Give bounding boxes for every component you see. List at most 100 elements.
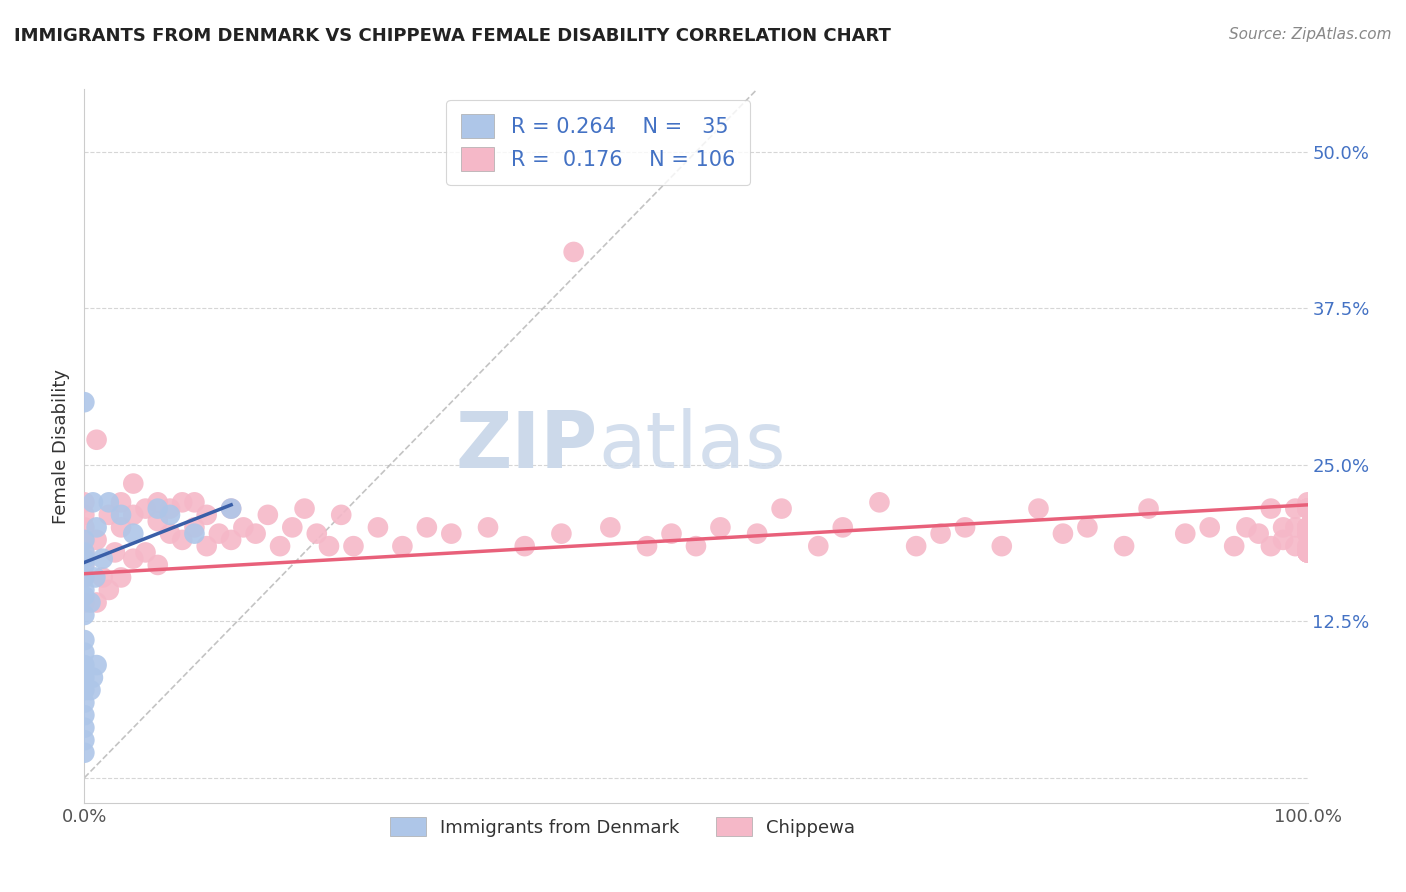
Point [91,570,114,584]
Point [183,495,205,509]
Point [183,520,205,534]
Point [73,607,96,622]
Point [1296,526,1319,541]
Point [73,733,96,747]
Point [1296,539,1319,553]
Point [195,508,218,522]
Point [86,533,108,547]
Point [84,570,107,584]
Point [159,508,181,522]
Point [477,520,499,534]
Point [770,501,793,516]
Point [146,514,169,528]
Point [73,683,96,698]
Point [110,570,132,584]
Point [1296,545,1319,559]
Point [636,539,658,553]
Point [1028,501,1050,516]
Point [953,520,976,534]
Point [1296,520,1319,534]
Point [1223,539,1246,553]
Point [73,595,96,609]
Point [1052,526,1074,541]
Point [661,526,683,541]
Point [513,539,536,553]
Point [391,539,413,553]
Point [1296,520,1319,534]
Point [73,495,96,509]
Point [1272,520,1295,534]
Point [183,526,205,541]
Point [172,533,194,547]
Point [73,633,96,648]
Point [82,671,104,685]
Point [219,501,242,516]
Point [1284,539,1306,553]
Point [73,551,96,566]
Point [1296,545,1319,559]
Point [1137,501,1160,516]
Point [1114,539,1136,553]
Point [135,545,157,559]
Point [73,746,96,760]
Point [1174,526,1197,541]
Point [1296,501,1319,516]
Point [195,539,218,553]
Point [146,495,169,509]
Point [110,520,132,534]
Point [342,539,364,553]
Point [86,520,108,534]
Point [599,520,621,534]
Point [318,539,340,553]
Point [86,433,108,447]
Point [122,476,145,491]
Text: Source: ZipAtlas.com: Source: ZipAtlas.com [1229,27,1392,42]
Point [1296,545,1319,559]
Point [1296,520,1319,534]
Point [73,658,96,673]
Point [281,520,304,534]
Point [73,533,96,547]
Point [73,671,96,685]
Y-axis label: Female Disability: Female Disability [52,368,70,524]
Point [73,508,96,522]
Point [929,526,952,541]
Point [73,721,96,735]
Point [146,501,169,516]
Point [110,495,132,509]
Point [172,495,194,509]
Point [122,526,145,541]
Text: IMMIGRANTS FROM DENMARK VS CHIPPEWA FEMALE DISABILITY CORRELATION CHART: IMMIGRANTS FROM DENMARK VS CHIPPEWA FEMA… [14,27,891,45]
Point [82,495,104,509]
Point [330,508,353,522]
Point [1296,501,1319,516]
Point [73,395,96,409]
Point [73,520,96,534]
Point [135,501,157,516]
Text: atlas: atlas [598,408,786,484]
Point [905,539,928,553]
Point [1296,526,1319,541]
Point [1260,501,1282,516]
Point [122,551,145,566]
Point [1296,539,1319,553]
Point [122,508,145,522]
Point [1296,495,1319,509]
Point [709,520,731,534]
Point [1260,539,1282,553]
Point [73,558,96,572]
Point [86,658,108,673]
Point [747,526,769,541]
Point [159,501,181,516]
Point [440,526,463,541]
Point [73,570,96,584]
Point [91,551,114,566]
Point [1236,520,1258,534]
Point [73,582,96,597]
Point [1296,545,1319,559]
Text: ZIP: ZIP [456,408,598,484]
Legend: Immigrants from Denmark, Chippewa: Immigrants from Denmark, Chippewa [382,810,863,844]
Point [97,495,120,509]
Point [1296,520,1319,534]
Point [110,508,132,522]
